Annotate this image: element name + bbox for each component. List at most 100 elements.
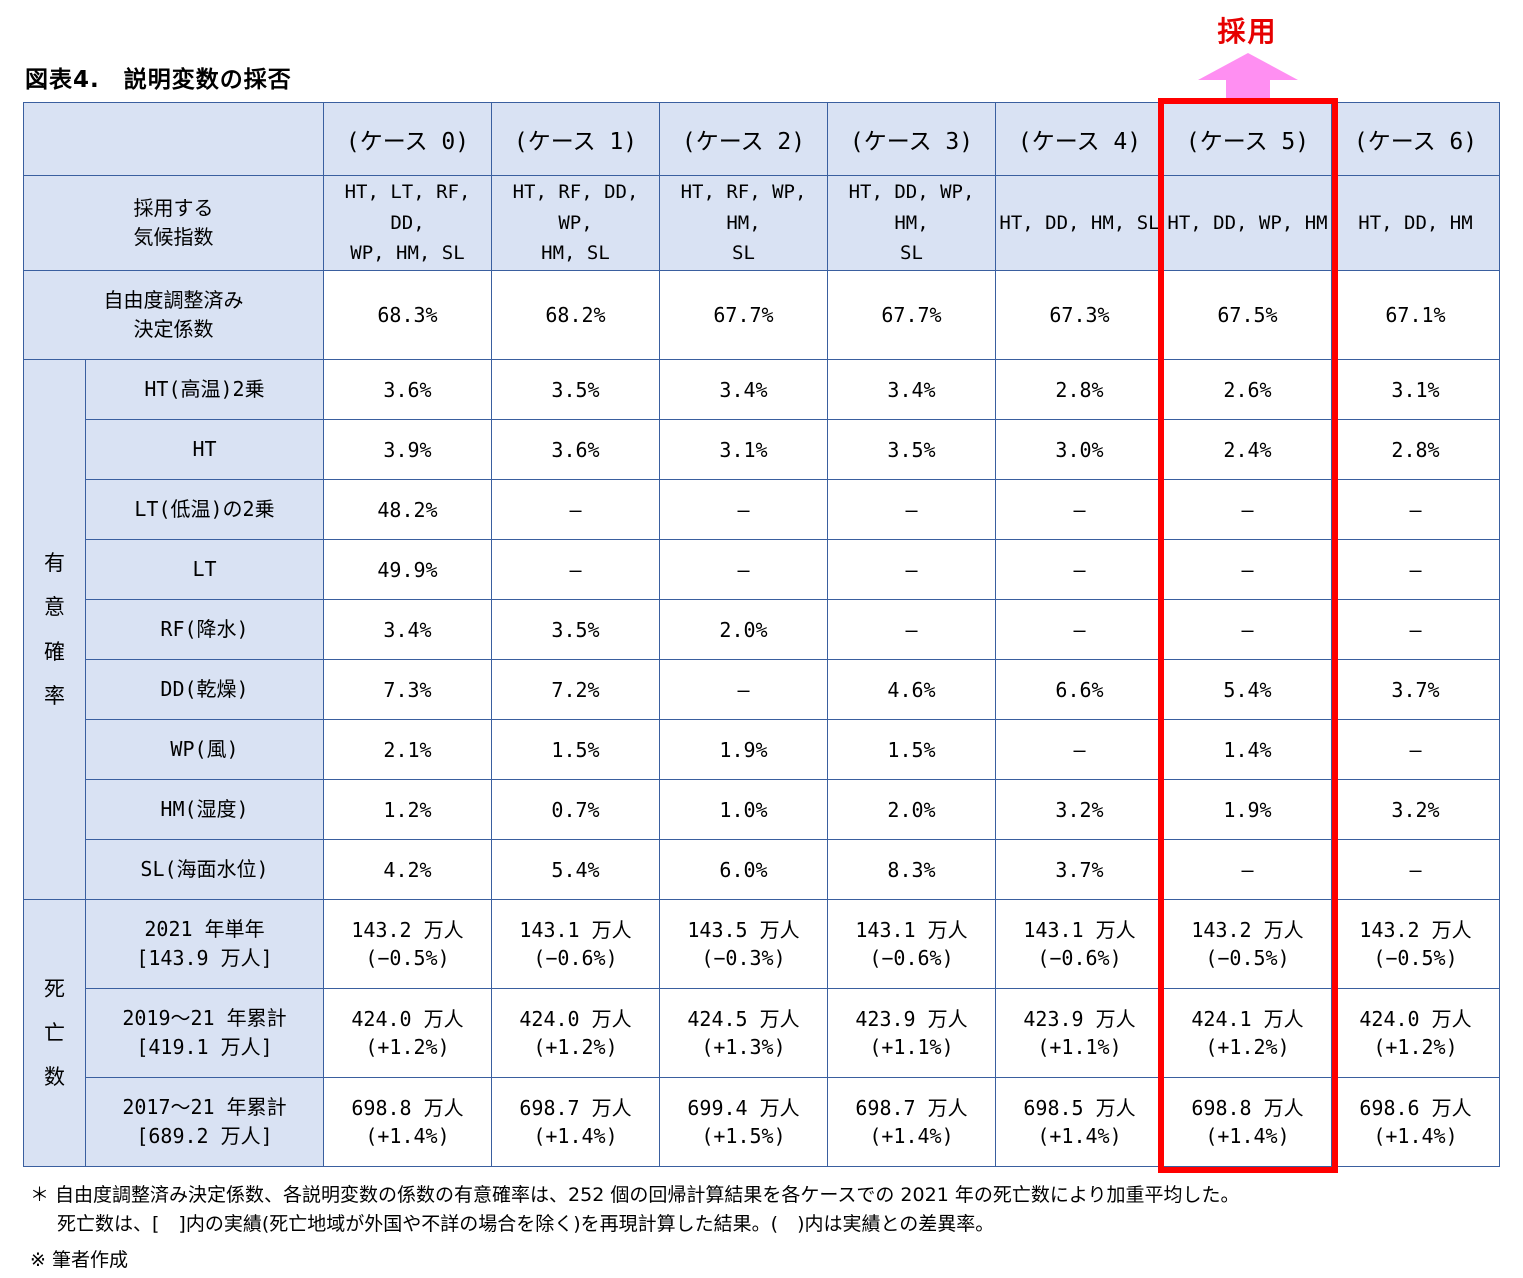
death-row: 死亡数 2021 年単年 [143.9 万人] 143.2 万人 (−0.5%)… xyxy=(23,899,1500,1167)
value-cell: 3.5% xyxy=(491,599,660,660)
value-cell: 0.7% xyxy=(491,779,660,840)
value-cell: 5.4% xyxy=(491,839,660,900)
row-label: HM(湿度) xyxy=(85,779,324,840)
value-cell: 2.0% xyxy=(659,599,828,660)
value-cell: ― xyxy=(659,539,828,600)
value-cell: 143.1 万人 (−0.6%) xyxy=(827,899,996,989)
group-label-deaths: 死亡数 xyxy=(23,899,86,1167)
sig-row: LT 49.9% ― ― ― ― ― ― xyxy=(24,539,1500,600)
value-cell: ― xyxy=(995,599,1164,660)
sig-row: HT 3.9% 3.6% 3.1% 3.5% 3.0% 2.4% 2.8% xyxy=(24,419,1500,480)
value-cell: ― xyxy=(827,599,996,660)
value-cell: 698.8 万人 (+1.4%) xyxy=(323,1077,492,1167)
row-label: RF(降水) xyxy=(85,599,324,660)
value-cell: 143.2 万人 (−0.5%) xyxy=(1163,899,1332,989)
row-label: SL(海面水位) xyxy=(85,839,324,900)
main-table: (ケース 0) (ケース 1) (ケース 2) (ケース 3) (ケース 4) … xyxy=(23,102,1500,1167)
up-arrow-stem xyxy=(1225,80,1270,99)
value-cell: 2.6% xyxy=(1163,359,1332,420)
case-header-row: (ケース 0) (ケース 1) (ケース 2) (ケース 3) (ケース 4) … xyxy=(23,102,1500,176)
adopt-label: 採用 xyxy=(1217,15,1278,48)
sig-row: DD(乾燥) 7.3% 7.2% ― 4.6% 6.6% 5.4% 3.7% xyxy=(24,659,1500,720)
value-cell: 67.1% xyxy=(1331,270,1500,360)
value-cell: 424.0 万人 (+1.2%) xyxy=(491,988,660,1078)
up-arrow-icon xyxy=(1197,53,1298,99)
value-cell: 68.2% xyxy=(491,270,660,360)
value-cell: 3.6% xyxy=(491,419,660,480)
sig-row: LT(低温)の2乗 48.2% ― ― ― ― ― ― xyxy=(24,479,1500,540)
value-cell: 1.5% xyxy=(827,719,996,780)
value-cell: 1.5% xyxy=(491,719,660,780)
value-cell: 2.4% xyxy=(1163,419,1332,480)
climate-cell: HT, DD, HM, SL xyxy=(995,175,1164,271)
row-label-r2: 自由度調整済み 決定係数 xyxy=(23,270,324,360)
value-cell: 67.7% xyxy=(827,270,996,360)
value-cell: ― xyxy=(995,539,1164,600)
value-cell: ― xyxy=(1163,479,1332,540)
value-cell: 423.9 万人 (+1.1%) xyxy=(995,988,1164,1078)
value-cell: 49.9% xyxy=(323,539,492,600)
value-cell: ― xyxy=(1331,599,1500,660)
value-cell: ― xyxy=(1331,539,1500,600)
value-cell: 6.0% xyxy=(659,839,828,900)
value-cell: 3.2% xyxy=(995,779,1164,840)
sig-row: RF(降水) 3.4% 3.5% 2.0% ― ― ― ― xyxy=(24,599,1500,660)
value-cell: 3.0% xyxy=(995,419,1164,480)
value-cell: 68.3% xyxy=(323,270,492,360)
value-cell: 7.3% xyxy=(323,659,492,720)
row-label: 2017〜21 年累計 [689.2 万人] xyxy=(85,1077,324,1167)
case-header-0: (ケース 0) xyxy=(323,102,492,176)
row-label: WP(風) xyxy=(85,719,324,780)
value-cell: 3.7% xyxy=(995,839,1164,900)
value-cell: ― xyxy=(827,539,996,600)
value-cell: ― xyxy=(659,659,828,720)
row-label-climate: 採用する 気候指数 xyxy=(23,175,324,271)
row-label: HT xyxy=(85,419,324,480)
case-header-3: (ケース 3) xyxy=(827,102,996,176)
row-label: 2021 年単年 [143.9 万人] xyxy=(85,899,324,989)
footnotes: ＊ 自由度調整済み決定係数、各説明変数の係数の有意確率は、252 個の回帰計算結… xyxy=(30,1181,1523,1275)
value-cell: ― xyxy=(1331,479,1500,540)
group-label-significance: 有意確率 xyxy=(23,359,86,900)
value-cell: 2.8% xyxy=(1331,419,1500,480)
value-cell: 423.9 万人 (+1.1%) xyxy=(827,988,996,1078)
value-cell: 3.7% xyxy=(1331,659,1500,720)
death-row: 2017〜21 年累計 [689.2 万人] 698.8 万人 (+1.4%) … xyxy=(24,1077,1500,1167)
climate-cell: HT, DD, HM xyxy=(1331,175,1500,271)
value-cell: 143.1 万人 (−0.6%) xyxy=(491,899,660,989)
value-cell: 699.4 万人 (+1.5%) xyxy=(659,1077,828,1167)
value-cell: ― xyxy=(995,719,1164,780)
up-arrow-head xyxy=(1197,53,1298,80)
climate-index-row: 採用する 気候指数 HT, LT, RF, DD, WP, HM, SL HT,… xyxy=(23,175,1500,271)
value-cell: 6.6% xyxy=(995,659,1164,720)
value-cell: 48.2% xyxy=(323,479,492,540)
value-cell: 3.1% xyxy=(659,419,828,480)
value-cell: 698.7 万人 (+1.4%) xyxy=(491,1077,660,1167)
value-cell: 1.0% xyxy=(659,779,828,840)
corner-cell xyxy=(23,102,324,176)
value-cell: 67.3% xyxy=(995,270,1164,360)
sig-row: HM(湿度) 1.2% 0.7% 1.0% 2.0% 3.2% 1.9% 3.2… xyxy=(24,779,1500,840)
value-cell: ― xyxy=(1331,719,1500,780)
value-cell: 5.4% xyxy=(1163,659,1332,720)
value-cell: 3.4% xyxy=(827,359,996,420)
value-cell: 67.5% xyxy=(1163,270,1332,360)
value-cell: 3.4% xyxy=(659,359,828,420)
climate-cell: HT, LT, RF, DD, WP, HM, SL xyxy=(323,175,492,271)
value-cell: 698.5 万人 (+1.4%) xyxy=(995,1077,1164,1167)
value-cell: ― xyxy=(827,479,996,540)
value-cell: 3.4% xyxy=(323,599,492,660)
sig-row: WP(風) 2.1% 1.5% 1.9% 1.5% ― 1.4% ― xyxy=(24,719,1500,780)
adopt-annotation: 採用 xyxy=(1197,10,1298,99)
case-header-1: (ケース 1) xyxy=(491,102,660,176)
climate-cell: HT, RF, DD, WP, HM, SL xyxy=(491,175,660,271)
value-cell: ― xyxy=(1163,539,1332,600)
row-label: LT xyxy=(85,539,324,600)
case-header-5: (ケース 5) xyxy=(1163,102,1332,176)
value-cell: 424.0 万人 (+1.2%) xyxy=(323,988,492,1078)
significance-group-text: 有意確率 xyxy=(44,551,65,708)
value-cell: 3.5% xyxy=(491,359,660,420)
deaths-group-text: 死亡数 xyxy=(44,976,65,1090)
value-cell: 143.5 万人 (−0.3%) xyxy=(659,899,828,989)
case-header-6: (ケース 6) xyxy=(1331,102,1500,176)
